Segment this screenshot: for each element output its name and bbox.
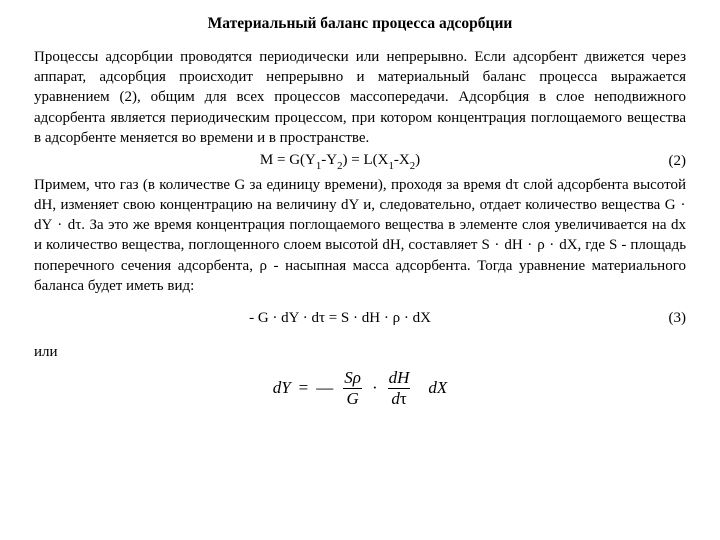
middot-icon: · [490,237,505,253]
eq4-f1-num: Sρ [341,369,364,388]
eq2-sub4: 2 [410,160,415,172]
equation-4: dY = — Sρ G · dH dτ dX [34,369,686,408]
p2-d: dH [504,237,522,253]
eq4-f2-den: dτ [388,388,409,408]
p2-a: Примем, что газ (в количестве G за едини… [34,177,686,213]
p2-b: dY [34,217,52,233]
eq4-rhs: dX [428,377,447,400]
eq2-sub2: 2 [337,160,342,172]
eq2-m3: -X [394,152,410,168]
paragraph-1: Процессы адсорбции проводятся периодичес… [34,47,686,148]
paragraph-2: Примем, что газ (в количестве G за едини… [34,175,686,297]
equation-2: M = G(Y1-Y2) = L(X1-X2) [34,150,646,173]
eq2-sub1: 1 [316,160,321,172]
eq2-sub3: 1 [388,160,393,172]
eq4-frac1: Sρ G [341,369,364,408]
equation-2-row: M = G(Y1-Y2) = L(X1-X2) (2) [34,150,686,173]
middot-icon: · [545,237,560,253]
eq4-f2-num: dH [386,369,413,388]
eq4-frac2: dH dτ [386,369,413,408]
equation-3-number: (3) [646,308,686,328]
eq4-eqsign: = [299,377,309,400]
eq2-m2: ) = L(X [343,152,389,168]
eq2-end: ) [415,152,420,168]
eq2-pre: M = G(Y [260,152,316,168]
middot-icon: · [52,217,67,233]
equation-2-number: (2) [646,151,686,171]
p2-e: ρ [537,237,545,253]
eq4-mdot: · [372,377,378,400]
eq4-lhs: dY [273,377,291,400]
eq2-m1: -Y [321,152,337,168]
middot-icon: · [523,237,538,253]
middot-icon: · [676,197,686,213]
eq4-f1-den: G [343,388,361,408]
equation-3-row: - G · dY · dτ = S · dH · ρ · dX (3) [34,308,686,328]
equation-3: - G · dY · dτ = S · dH · ρ · dX [34,308,646,328]
eq4-minus: — [316,377,333,400]
page-title: Материальный баланс процесса адсорбции [34,14,686,35]
or-label: или [34,342,686,362]
